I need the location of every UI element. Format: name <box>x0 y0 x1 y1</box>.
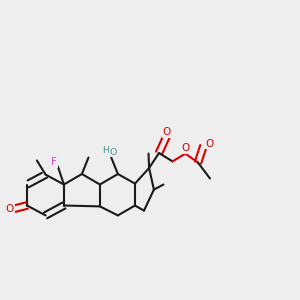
Text: O: O <box>6 204 14 214</box>
Text: O: O <box>181 143 190 153</box>
Text: O: O <box>162 127 171 137</box>
Text: O: O <box>110 148 117 157</box>
Text: H: H <box>102 146 109 155</box>
Text: F: F <box>51 157 57 167</box>
Text: O: O <box>205 139 214 149</box>
